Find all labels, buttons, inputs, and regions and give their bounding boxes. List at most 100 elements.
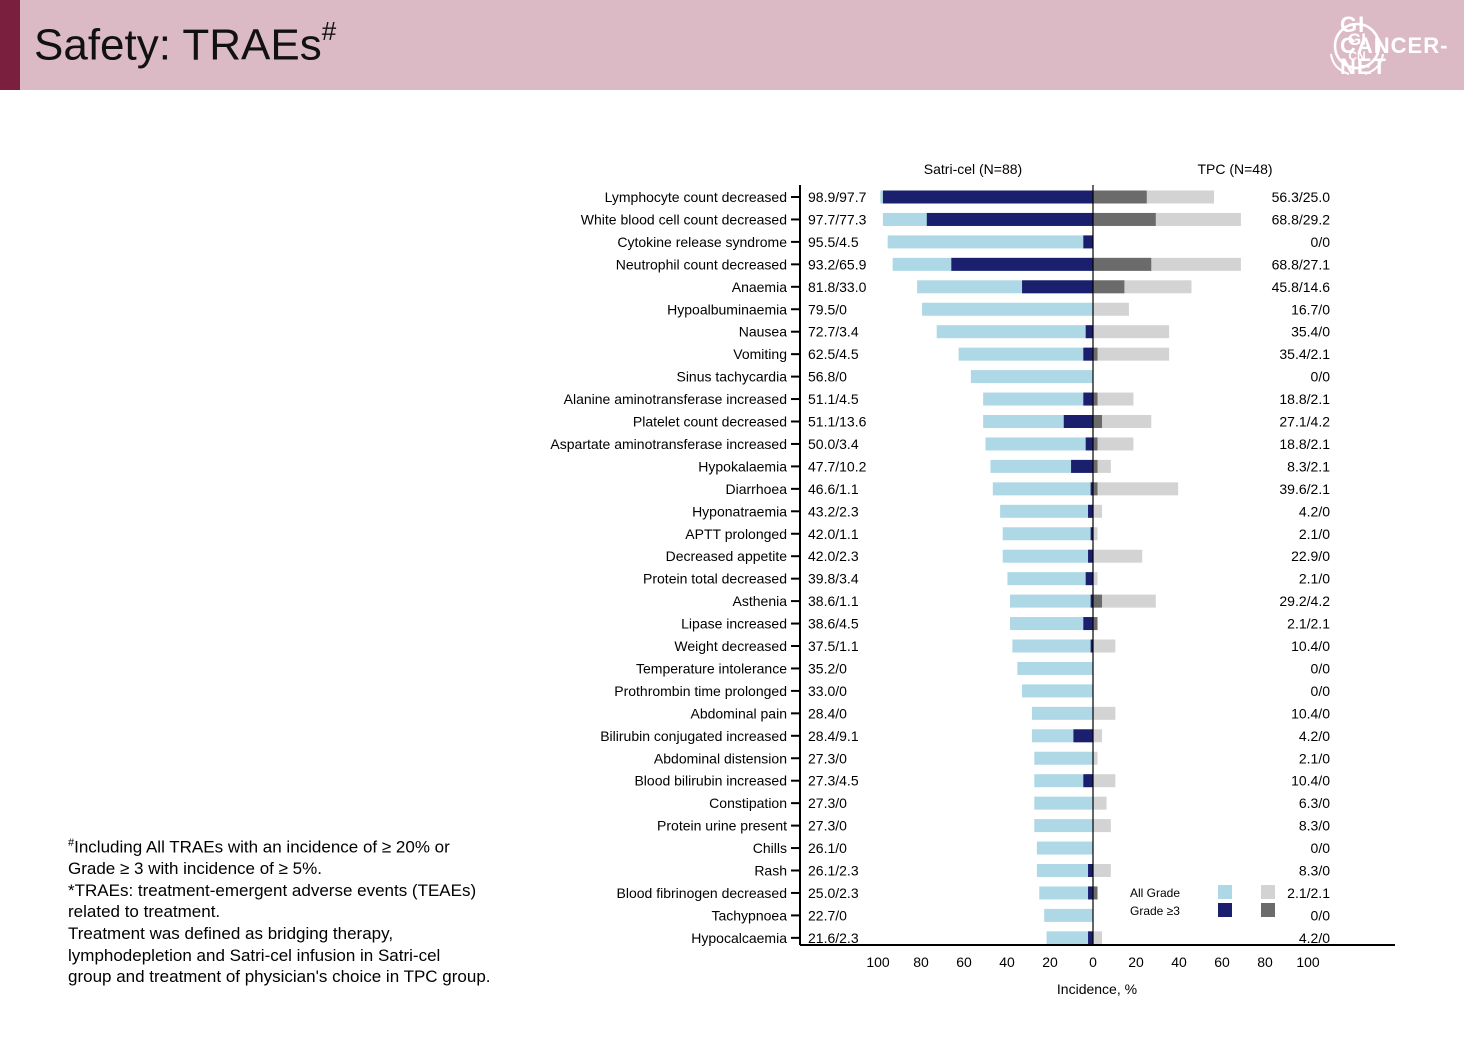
satri-all-grade-bar xyxy=(1039,886,1093,900)
satri-all-grade-bar xyxy=(1034,819,1093,833)
satri-all-grade-bar xyxy=(1022,684,1093,698)
tpc-grade3-bar xyxy=(1093,437,1098,451)
page-title: Safety: TRAEs# xyxy=(34,16,336,71)
satri-all-grade-bar xyxy=(936,325,1093,339)
tpc-all-grade-bar xyxy=(1093,572,1098,586)
tpc-grade3-bar xyxy=(1093,617,1098,631)
satri-grade3-bar xyxy=(1090,594,1093,608)
satri-value-label: 38.6/1.1 xyxy=(808,593,859,609)
category-label: Blood bilirubin increased xyxy=(634,773,787,789)
category-label: Hypoalbuminaemia xyxy=(667,301,787,317)
logo-line-2: CANCER- xyxy=(1340,33,1449,58)
satri-value-label: 43.2/2.3 xyxy=(808,503,859,519)
tpc-grade3-bar xyxy=(1093,190,1147,204)
tpc-all-grade-bar xyxy=(1093,864,1111,877)
category-label: Hyponatraemia xyxy=(692,503,787,519)
tpc-grade3-bar xyxy=(1093,459,1098,473)
category-label: Neutrophil count decreased xyxy=(616,256,787,272)
legend-all-grade-label: All Grade xyxy=(1130,886,1180,900)
category-label: Sinus tachycardia xyxy=(676,369,787,385)
logo-line-3: NET xyxy=(1340,54,1387,79)
category-label: Aspartate aminotransferase increased xyxy=(550,436,787,452)
satri-value-label: 27.3/0 xyxy=(808,795,847,811)
satri-value-label: 42.0/2.3 xyxy=(808,548,859,564)
satri-all-grade-bar xyxy=(1046,931,1093,945)
tpc-all-grade-bar xyxy=(1093,347,1170,361)
tpc-value-label: 4.2/0 xyxy=(1299,930,1330,946)
satri-grade3-bar xyxy=(882,190,1093,204)
satri-all-grade-bar xyxy=(1044,908,1093,922)
category-label: Hypocalcaemia xyxy=(691,930,787,946)
tpc-value-label: 4.2/0 xyxy=(1299,503,1330,519)
satri-value-label: 39.8/3.4 xyxy=(808,571,859,587)
satri-all-grade-bar xyxy=(887,235,1093,249)
footnote-text: Treatment was defined as bridging therap… xyxy=(68,924,394,944)
tpc-value-label: 2.1/2.1 xyxy=(1287,616,1330,632)
satri-grade3-bar xyxy=(1085,437,1093,451)
satri-value-label: 37.5/1.1 xyxy=(808,638,859,654)
footnote-line: lymphodepletion and Satri-cel infusion i… xyxy=(68,945,548,967)
logo-wordmark: GI CANCER- NET xyxy=(1340,14,1449,79)
category-label: White blood cell count decreased xyxy=(581,211,787,227)
footnote-text: related to treatment. xyxy=(68,902,221,922)
satri-value-label: 33.0/0 xyxy=(808,683,847,699)
legend-satri-grade3-swatch xyxy=(1218,903,1232,917)
satri-all-grade-bar xyxy=(1002,527,1093,541)
tpc-value-label: 29.2/4.2 xyxy=(1279,593,1330,609)
footnote-text: group and treatment of physician's choic… xyxy=(68,967,491,987)
category-label: Platelet count decreased xyxy=(633,414,787,430)
tpc-all-grade-bar xyxy=(1093,437,1134,451)
footnote-text: Grade ≥ 3 with incidence of ≥ 5%. xyxy=(68,859,322,879)
category-label: Prothrombin time prolonged xyxy=(614,683,787,699)
page-title-text: Safety: TRAEs xyxy=(34,20,322,70)
satri-value-label: 72.7/3.4 xyxy=(808,324,859,340)
tpc-value-label: 0/0 xyxy=(1311,234,1331,250)
x-tick-label: 100 xyxy=(1296,954,1320,970)
category-label: Tachypnoea xyxy=(711,907,787,923)
category-label: Diarrhoea xyxy=(726,481,788,497)
tpc-grade3-bar xyxy=(1093,347,1098,361)
satri-value-label: 27.3/0 xyxy=(808,750,847,766)
satri-all-grade-bar xyxy=(922,302,1093,316)
footnote-line: *TRAEs: treatment-emergent adverse event… xyxy=(68,880,548,902)
tpc-value-label: 56.3/25.0 xyxy=(1272,189,1331,205)
category-label: Alanine aminotransferase increased xyxy=(564,391,787,407)
satri-all-grade-bar xyxy=(1036,841,1093,855)
tpc-value-label: 8.3/0 xyxy=(1299,863,1330,879)
tpc-all-grade-bar xyxy=(1093,302,1129,316)
x-tick-label: 20 xyxy=(1042,954,1058,970)
tpc-value-label: 27.1/4.2 xyxy=(1279,414,1330,430)
satri-grade3-bar xyxy=(1083,617,1093,631)
tpc-value-label: 35.4/2.1 xyxy=(1279,346,1330,362)
tpc-value-label: 8.3/2.1 xyxy=(1287,458,1330,474)
satri-value-label: 21.6/2.3 xyxy=(808,930,859,946)
x-tick-label: 60 xyxy=(1214,954,1230,970)
satri-all-grade-bar xyxy=(985,437,1093,451)
category-label: Blood fibrinogen decreased xyxy=(617,885,787,901)
satri-value-label: 62.5/4.5 xyxy=(808,346,859,362)
satri-value-label: 47.7/10.2 xyxy=(808,458,867,474)
satri-grade3-bar xyxy=(1088,886,1093,900)
satri-value-label: 26.1/2.3 xyxy=(808,863,859,879)
category-label: Lymphocyte count decreased xyxy=(605,189,787,205)
tpc-value-label: 22.9/0 xyxy=(1291,548,1330,564)
satri-value-label: 95.5/4.5 xyxy=(808,234,859,250)
satri-value-label: 46.6/1.1 xyxy=(808,481,859,497)
tpc-value-label: 0/0 xyxy=(1311,369,1331,385)
tpc-value-label: 18.8/2.1 xyxy=(1279,391,1330,407)
satri-value-label: 38.6/4.5 xyxy=(808,616,859,632)
satri-all-grade-bar xyxy=(1031,706,1093,720)
satri-grade3-bar xyxy=(1083,235,1093,249)
satri-value-label: 51.1/13.6 xyxy=(808,414,867,430)
footnote-text: *TRAEs: treatment-emergent adverse event… xyxy=(68,880,477,900)
tpc-grade3-bar xyxy=(1093,392,1098,406)
tpc-value-label: 2.1/2.1 xyxy=(1287,885,1330,901)
tpc-grade3-bar xyxy=(1093,212,1156,226)
satri-value-label: 50.0/3.4 xyxy=(808,436,859,452)
category-label: Anaemia xyxy=(732,279,787,295)
tpc-all-grade-bar xyxy=(1093,527,1098,541)
tpc-value-label: 8.3/0 xyxy=(1299,818,1330,834)
tpc-all-grade-bar xyxy=(1093,796,1107,810)
satri-all-grade-bar xyxy=(983,392,1093,406)
